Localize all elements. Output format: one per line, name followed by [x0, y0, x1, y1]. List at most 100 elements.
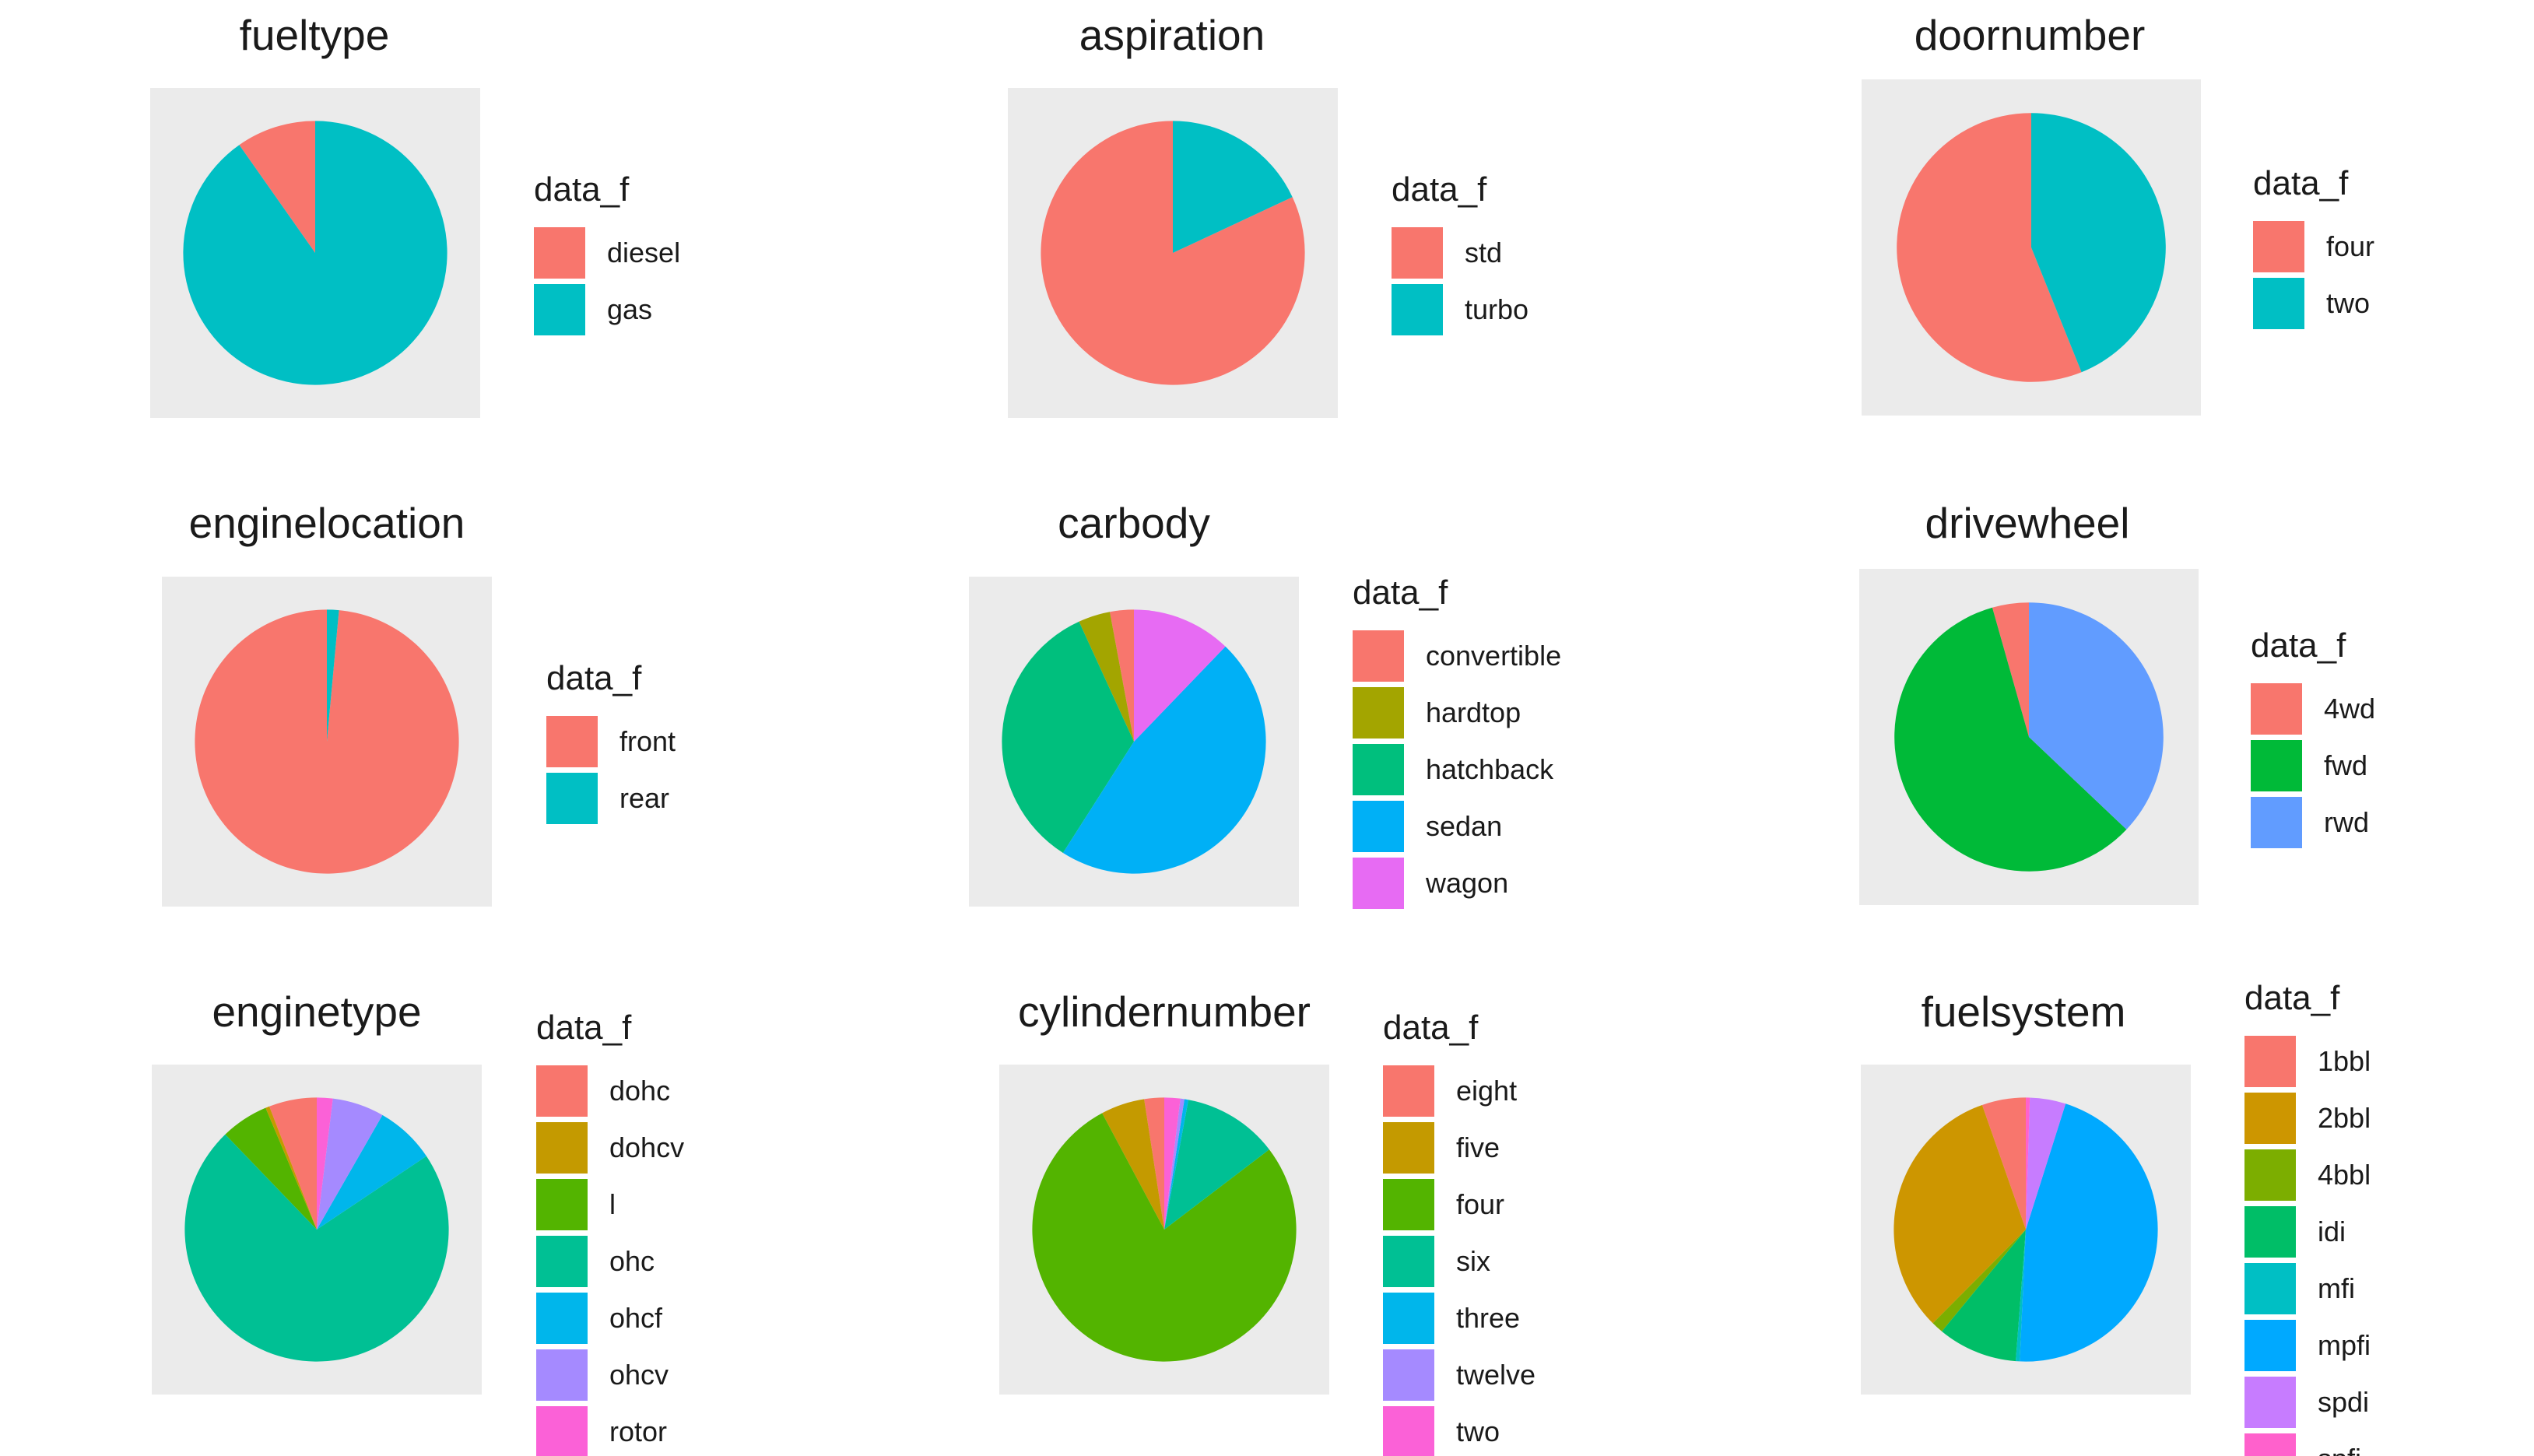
pie-slice-rwd — [2029, 602, 2164, 830]
legend-label: four — [1456, 1188, 1505, 1220]
legend-item-1bbl: 1bbl — [2244, 1033, 2371, 1089]
pie-slice-wagon — [1134, 609, 1226, 742]
legend-key — [534, 226, 585, 279]
legend-title: data_f — [536, 1009, 632, 1047]
chart-title: doornumber — [1914, 11, 2146, 59]
chart-title: carbody — [1058, 499, 1210, 547]
legend-item-six: six — [1383, 1233, 1535, 1289]
legend: data_f eight five four six three twelve two — [1383, 1011, 1535, 1456]
legend-key — [2244, 1319, 2296, 1371]
legend-item-four: four — [1383, 1176, 1535, 1233]
pie-slice-three — [1164, 1099, 1189, 1230]
legend-item-convertible: convertible — [1353, 627, 1561, 684]
legend-label: wagon — [1426, 866, 1509, 899]
pie-slice-twelve — [1164, 1098, 1185, 1230]
legend-item-hardtop: hardtop — [1353, 684, 1561, 741]
legend-item-twelve: twelve — [1383, 1346, 1535, 1403]
legend-label: five — [1456, 1131, 1500, 1163]
pie-slice-rear — [327, 609, 339, 742]
legend-key — [2253, 277, 2304, 329]
legend-label: spfi — [2318, 1443, 2361, 1456]
legend-key — [536, 1405, 588, 1456]
legend-item-five: five — [1383, 1119, 1535, 1176]
legend-label: dohc — [609, 1074, 671, 1107]
legend-label: mfi — [2318, 1272, 2355, 1304]
chart-title: enginetype — [212, 988, 422, 1036]
legend-key — [1392, 283, 1443, 335]
legend-label: convertible — [1426, 639, 1562, 672]
legend-key — [1383, 1405, 1434, 1456]
pie-slice-2bbl — [1893, 1104, 2026, 1324]
legend: data_f dohc dohcv l ohc ohcf ohcv rotor — [536, 1011, 684, 1456]
chart-title: fueltype — [239, 11, 390, 59]
legend-key — [1383, 1178, 1434, 1230]
legend-label: 4bbl — [2318, 1158, 2371, 1191]
pie-slice-front — [195, 609, 459, 874]
legend-key — [2244, 1149, 2296, 1201]
pie-chart — [183, 121, 447, 385]
legend-item-rwd: rwd — [2251, 794, 2375, 851]
legend: data_f 4wd fwd rwd — [2251, 629, 2375, 851]
pie-slice-mpfi — [2020, 1103, 2158, 1362]
pie-slice-idi — [1942, 1230, 2026, 1362]
legend-title: data_f — [1353, 574, 1448, 612]
pie-chart — [1032, 1097, 1297, 1362]
pie-slice-five — [1102, 1099, 1164, 1230]
legend-key — [2251, 796, 2302, 848]
pie-slice-l — [225, 1107, 317, 1230]
legend-item-2bbl: 2bbl — [2244, 1089, 2371, 1146]
legend-label: std — [1465, 236, 1503, 268]
legend-label: sedan — [1426, 809, 1503, 842]
legend-label: l — [609, 1188, 616, 1220]
chart-title: drivewheel — [1925, 499, 2130, 547]
legend-key — [1353, 857, 1404, 909]
legend-label: 2bbl — [2318, 1101, 2371, 1134]
legend-label: fwd — [2324, 749, 2368, 781]
legend-item-mfi: mfi — [2244, 1260, 2371, 1317]
pie-chart — [1897, 113, 2166, 382]
legend-key — [1383, 1349, 1434, 1401]
legend-key — [1353, 686, 1404, 739]
legend-label: twelve — [1456, 1358, 1536, 1391]
legend-key — [2244, 1092, 2296, 1144]
pie-slice-four — [1897, 113, 2082, 382]
pie-slice-hardtop — [1079, 612, 1134, 742]
legend-label: spdi — [2318, 1385, 2370, 1418]
legend: data_f diesel gas — [534, 173, 680, 338]
legend-label: 4wd — [2324, 692, 2376, 724]
legend-label: mpfi — [2318, 1328, 2371, 1361]
pie-chart — [184, 1097, 449, 1362]
legend-key — [546, 715, 598, 767]
pie-slice-spdi — [2026, 1097, 2066, 1230]
pie-slice-ohc — [184, 1134, 449, 1362]
legend-title: data_f — [2251, 626, 2346, 665]
legend-key — [2244, 1262, 2296, 1314]
legend-item-fwd: fwd — [2251, 737, 2375, 794]
legend-key — [536, 1178, 588, 1230]
legend-key — [1383, 1121, 1434, 1174]
legend: data_f front rear — [546, 661, 676, 826]
pie-slice-mfi — [2016, 1230, 2026, 1362]
pie-slice-rotor — [317, 1097, 333, 1230]
pie-slice-hatchback — [1002, 621, 1134, 854]
legend-item-ohcv: ohcv — [536, 1346, 684, 1403]
legend-label: three — [1456, 1301, 1521, 1334]
legend-label: eight — [1456, 1074, 1518, 1107]
legend: data_f convertible hardtop hatchback sedan wa… — [1353, 576, 1561, 911]
legend-title: data_f — [2244, 979, 2340, 1017]
pie-chart — [1002, 609, 1266, 874]
legend-title: data_f — [2253, 164, 2349, 202]
legend-key — [1383, 1235, 1434, 1287]
legend-label: ohcf — [609, 1301, 663, 1334]
legend-key — [536, 1349, 588, 1401]
legend-key — [546, 772, 598, 824]
legend-key — [1353, 743, 1404, 795]
legend-key — [1383, 1292, 1434, 1344]
legend-item-4wd: 4wd — [2251, 680, 2375, 737]
pie-chart — [1041, 121, 1305, 385]
legend: data_f 1bbl 2bbl 4bbl idi mfi mpfi spdi spfi — [2244, 981, 2371, 1456]
legend-item-front: front — [546, 713, 676, 770]
pie-slice-dohc — [269, 1097, 317, 1230]
pie-slice-fwd — [1894, 607, 2127, 872]
legend-item-hatchback: hatchback — [1353, 741, 1561, 798]
